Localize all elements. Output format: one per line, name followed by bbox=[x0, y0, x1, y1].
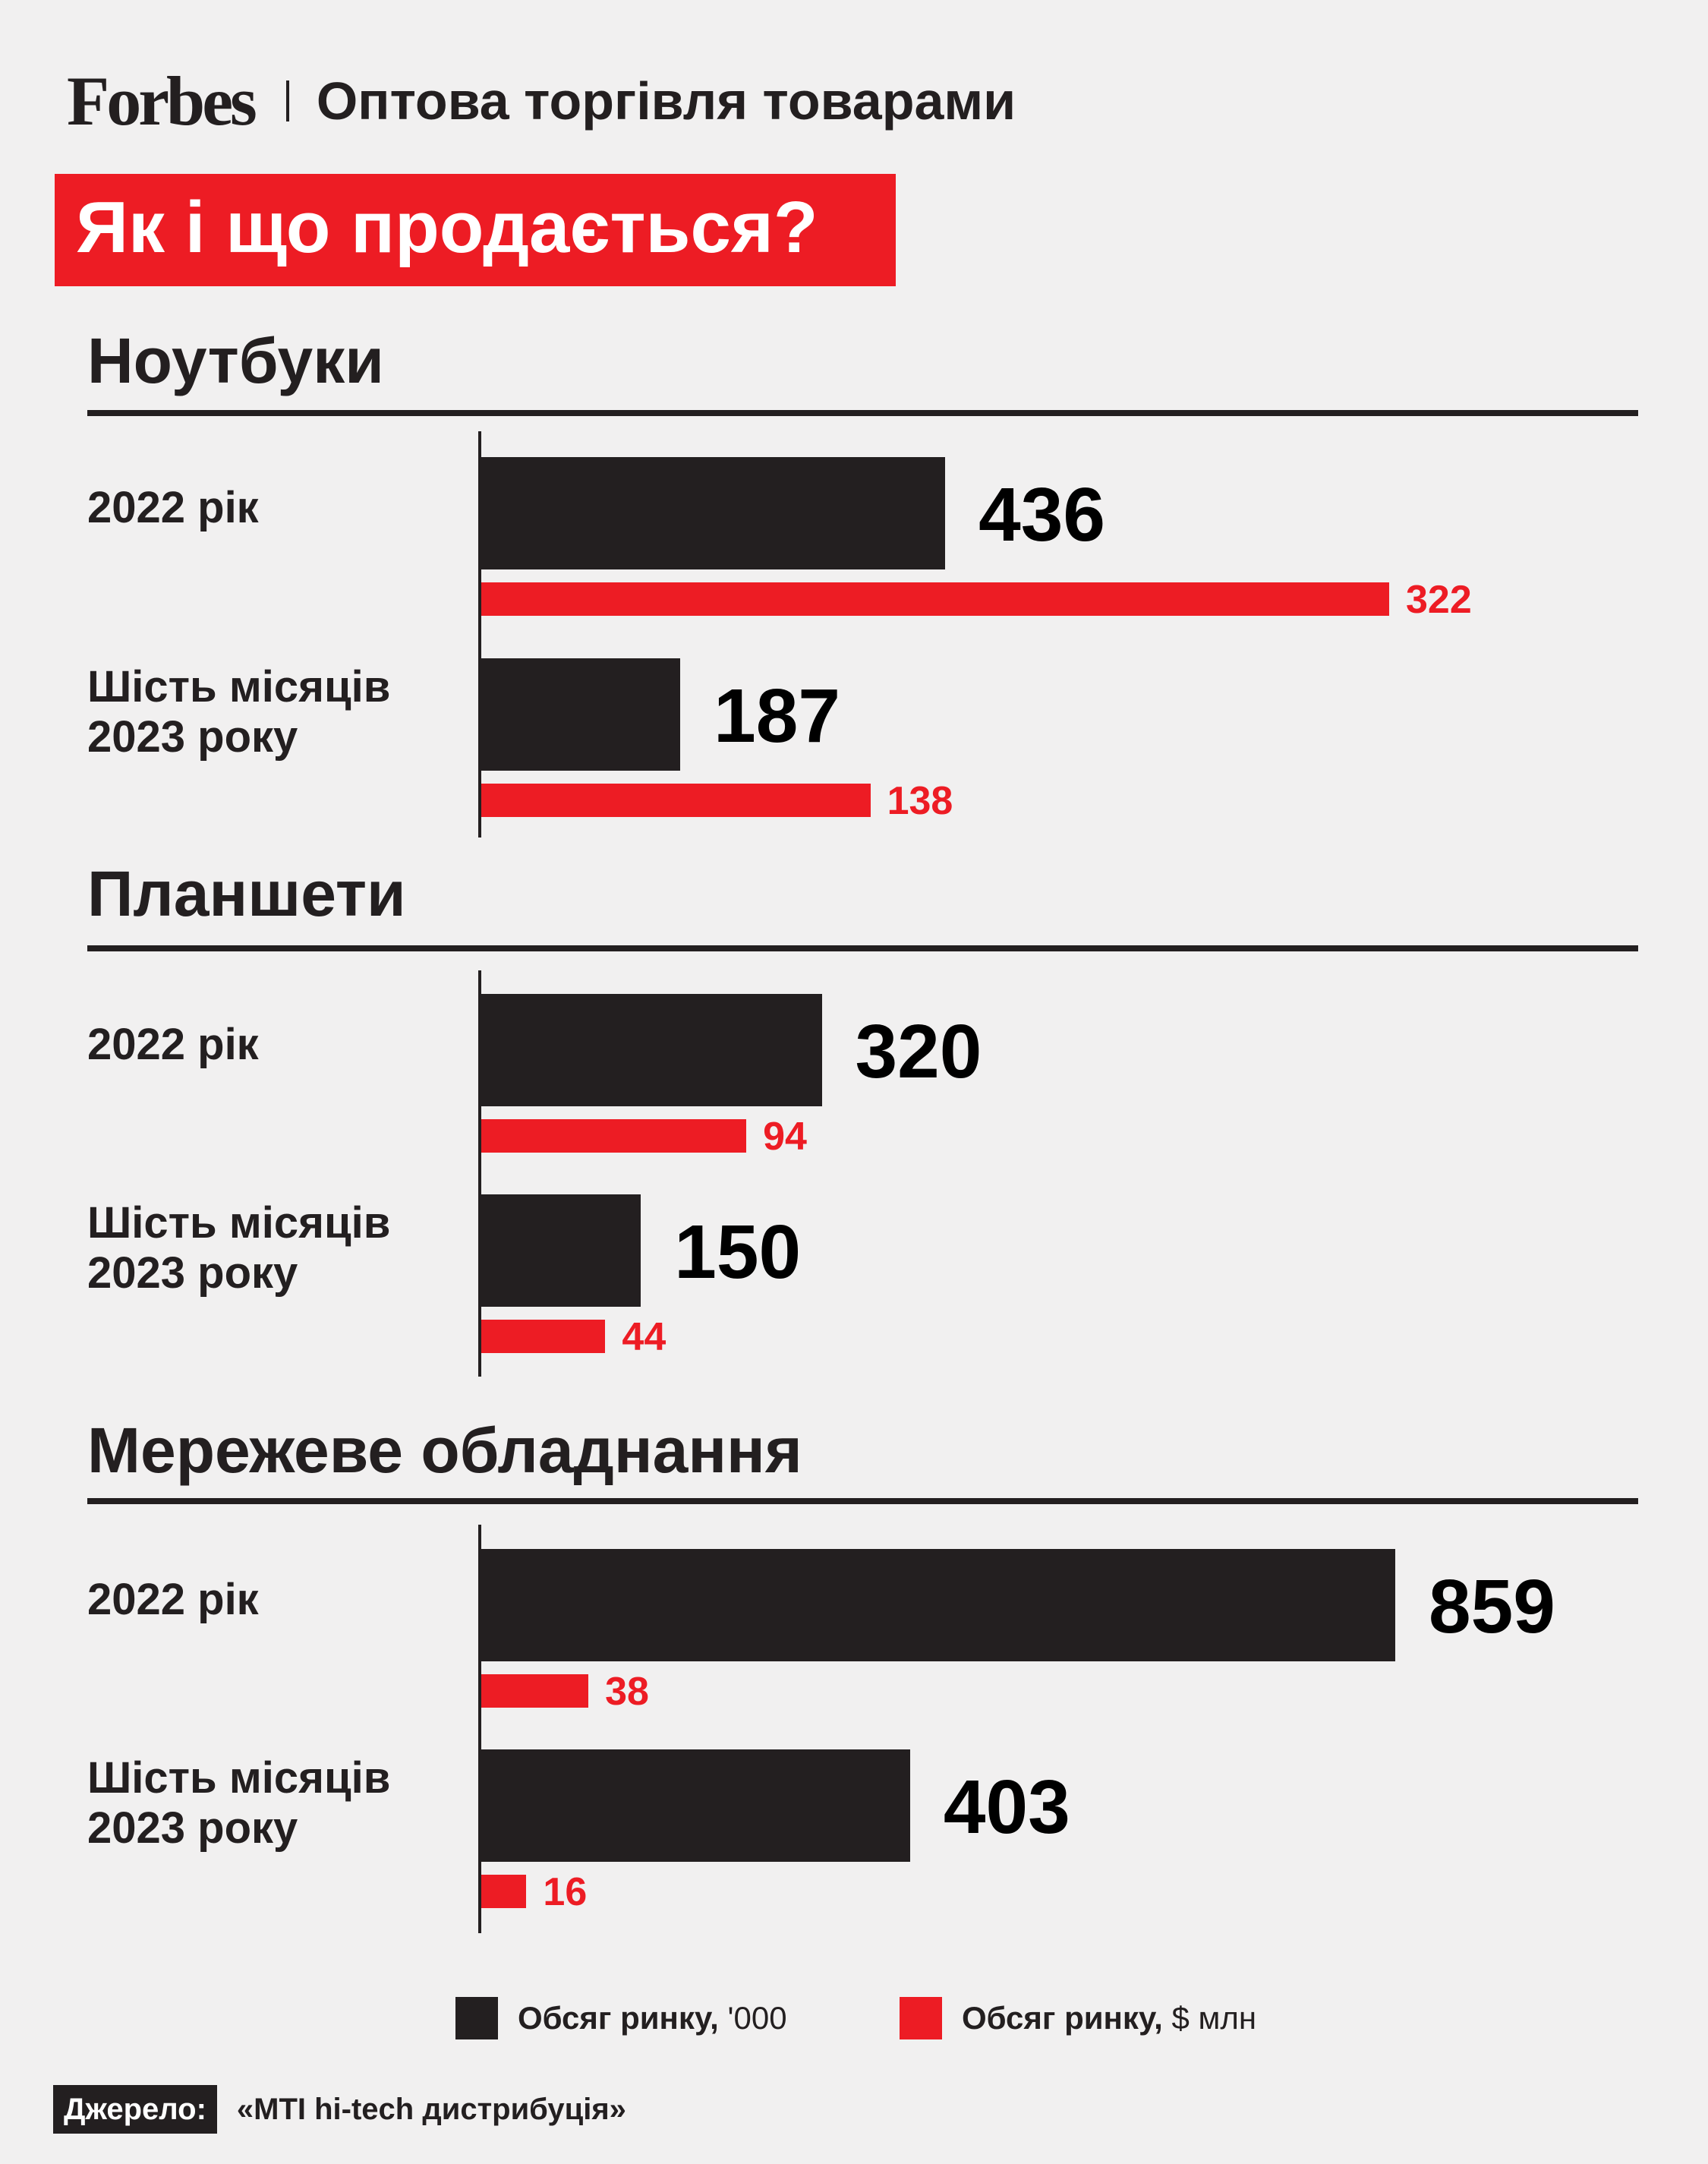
row-label: Шість місяців 2023 року bbox=[87, 1753, 391, 1853]
row-label: Шість місяців 2023 року bbox=[87, 662, 391, 762]
group-title: Мережеве обладнання bbox=[87, 1415, 802, 1486]
headline-banner: Як і що продається? bbox=[55, 174, 896, 286]
row-label: 2022 рік bbox=[87, 1020, 259, 1069]
value-units: 150 bbox=[674, 1210, 802, 1295]
bar-units bbox=[481, 457, 946, 569]
value-units: 320 bbox=[855, 1009, 982, 1094]
value-units: 859 bbox=[1429, 1564, 1555, 1649]
legend-item-units: Обсяг ринку, '000 bbox=[455, 1997, 787, 2039]
row-label: Шість місяців 2023 року bbox=[87, 1198, 391, 1298]
header-divider bbox=[285, 80, 289, 121]
section-name: Оптова торгівля товарами bbox=[316, 71, 1016, 131]
group-title: Ноутбуки bbox=[87, 325, 384, 396]
bar-units bbox=[481, 1194, 641, 1307]
group-rule bbox=[87, 410, 1638, 416]
group-rule bbox=[87, 945, 1638, 951]
value-usd: 16 bbox=[543, 1870, 588, 1914]
value-units: 436 bbox=[978, 472, 1105, 557]
value-usd: 44 bbox=[622, 1315, 666, 1359]
bar-units bbox=[481, 1749, 910, 1862]
legend-label-units-rest: '000 bbox=[718, 2000, 787, 2036]
group-axis bbox=[478, 970, 481, 1377]
legend-item-value: Обсяг ринку, $ млн bbox=[900, 1997, 1256, 2039]
group-rule bbox=[87, 1498, 1638, 1504]
value-units: 403 bbox=[943, 1765, 1070, 1850]
legend-label-value-rest: $ млн bbox=[1162, 2000, 1257, 2036]
group-axis bbox=[478, 431, 481, 838]
group-axis bbox=[478, 1525, 481, 1933]
bar-value bbox=[481, 1875, 527, 1908]
group-title: Планшети bbox=[87, 858, 406, 929]
row-label: 2022 рік bbox=[87, 1575, 259, 1624]
legend-swatch-black bbox=[455, 1997, 498, 2039]
forbes-logo: Forbes bbox=[67, 62, 257, 140]
source-label: Джерело: bbox=[53, 2085, 217, 2134]
bar-units bbox=[481, 1549, 1395, 1661]
value-usd: 38 bbox=[605, 1670, 649, 1714]
bar-value bbox=[481, 1119, 747, 1153]
bar-value bbox=[481, 1320, 606, 1353]
source: Джерело: «MTI hi-tech дистрибуція» bbox=[53, 2085, 626, 2134]
value-units: 187 bbox=[714, 673, 840, 759]
row-label: 2022 рік bbox=[87, 483, 259, 532]
source-text: «MTI hi-tech дистрибуція» bbox=[236, 2092, 626, 2126]
legend-swatch-red bbox=[900, 1997, 942, 2039]
header: Forbes Оптова торгівля товарами bbox=[67, 59, 1016, 143]
bar-units bbox=[481, 658, 681, 771]
value-usd: 94 bbox=[763, 1115, 807, 1159]
value-usd: 322 bbox=[1406, 578, 1472, 622]
value-usd: 138 bbox=[887, 779, 953, 823]
bar-value bbox=[481, 784, 871, 817]
bar-value bbox=[481, 1674, 589, 1708]
legend-label-value-bold: Обсяг ринку, bbox=[962, 2000, 1163, 2036]
bar-units bbox=[481, 994, 822, 1106]
legend-label-units-bold: Обсяг ринку, bbox=[518, 2000, 719, 2036]
bar-value bbox=[481, 582, 1389, 616]
headline-text: Як і що продається? bbox=[76, 187, 818, 268]
